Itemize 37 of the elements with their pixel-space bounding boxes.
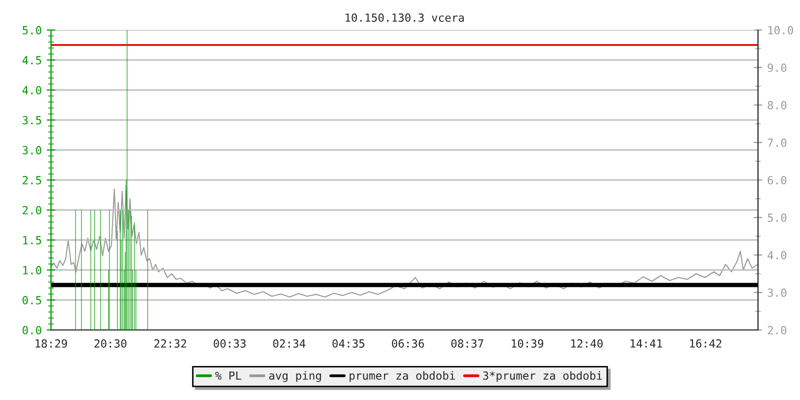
y-tick-label: 2.5 (22, 176, 42, 184)
y-tick-label: 1.0 (23, 266, 42, 274)
chart-title: 10.150.130.3 vcera (346, 13, 464, 22)
x-tick-label: 02:34 (273, 339, 306, 348)
x-tick-label: 22:32 (154, 339, 186, 348)
y-tick-label: 3.5 (22, 116, 42, 124)
y2-tick-label: 3.0 (768, 288, 786, 297)
y-tick-label: 4.0 (22, 86, 42, 94)
x-tick-label: 18:29 (36, 339, 67, 348)
legend-label: avg ping (269, 371, 321, 382)
y-tick-label: 5.0 (22, 26, 42, 34)
y2-tick-label: 5.0 (768, 214, 786, 222)
y2-tick-label: 4.0 (768, 251, 786, 260)
y-tick-label: 0.5 (22, 296, 42, 304)
x-tick-label: 00:33 (214, 339, 246, 348)
y2-tick-label: 2.0 (768, 326, 786, 334)
x-tick-label: 14:41 (630, 339, 662, 348)
y2-tick-label: 8.0 (768, 101, 786, 110)
y2-tick-label: 9.0 (768, 64, 786, 72)
y-tick-label: 4.5 (22, 56, 42, 64)
x-tick-label: 04:35 (332, 339, 364, 348)
legend-label: prumer za obdobi (350, 371, 455, 382)
x-tick-label: 20:30 (94, 339, 126, 348)
y2-tick-label: 6.0 (768, 176, 786, 184)
y2-tick-label: 7.0 (768, 138, 786, 147)
x-tick-label: 10:39 (512, 339, 544, 348)
y-tick-label: 0.0 (22, 326, 42, 334)
legend-label: % PL (215, 372, 242, 380)
y-tick-label: 3.0 (22, 146, 42, 154)
y-tick-label: 2.0 (22, 206, 42, 214)
x-tick-label: 16:42 (690, 339, 722, 348)
y-tick-label: 1.5 (23, 236, 42, 244)
legend-label: 3*prumer za obdobi (483, 371, 602, 382)
x-tick-label: 06:36 (392, 339, 424, 348)
y2-tick-label: 10.0 (768, 26, 794, 34)
x-tick-label: 12:40 (571, 339, 603, 348)
x-tick-label: 08:37 (451, 339, 484, 348)
